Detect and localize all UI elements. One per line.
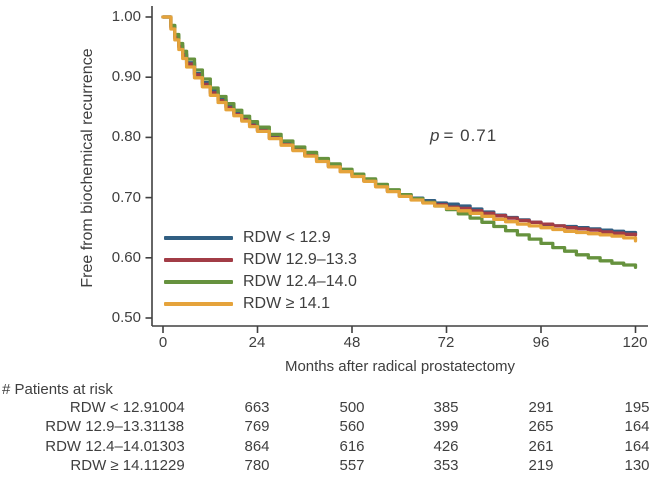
legend-line-swatch [164, 236, 233, 240]
risk-row-label: RDW 12.4–14.0 [45, 438, 152, 455]
risk-count: 265 [528, 418, 554, 435]
km-curve-series-3 [161, 15, 638, 243]
legend-label: RDW 12.4–14.0 [243, 273, 357, 290]
legend-line-swatch [164, 302, 233, 306]
risk-count: 616 [339, 438, 365, 455]
risk-row-label: RDW 12.9–13.3 [45, 418, 152, 435]
risk-count: 399 [433, 418, 459, 435]
table-row: RDW 12.9–13.3 1138 769 560 399 265 164 [0, 418, 660, 437]
risk-count: 164 [624, 418, 650, 435]
risk-count: 864 [244, 438, 270, 455]
risk-row-label: RDW < 12.9 [69, 399, 152, 416]
risk-count: 195 [624, 399, 650, 416]
legend-item: RDW ≥ 14.1 [164, 294, 330, 314]
y-tick-label: 0.50 [111, 309, 141, 326]
risk-count: 780 [244, 457, 270, 474]
p-value-annotation: p = 0.71 [430, 126, 497, 146]
legend-line-swatch [164, 280, 233, 284]
x-tick-label: 48 [343, 334, 361, 351]
legend-label: RDW 12.9–13.3 [243, 251, 357, 268]
risk-count: 560 [339, 418, 365, 435]
risk-count: 130 [624, 457, 650, 474]
table-row: RDW ≥ 14.1 1229 780 557 353 219 130 [0, 457, 660, 476]
x-tick-label: 72 [437, 334, 455, 351]
x-axis-title: Months after radical prostatectomy [284, 358, 516, 375]
risk-count: 1004 [151, 399, 185, 416]
x-tick-label: 24 [248, 334, 266, 351]
legend-item: RDW < 12.9 [164, 228, 331, 248]
risk-count: 1138 [151, 418, 185, 435]
legend-label: RDW ≥ 14.1 [243, 295, 331, 312]
legend-label: RDW < 12.9 [243, 229, 331, 246]
risk-count: 385 [433, 399, 459, 416]
risk-count: 663 [244, 399, 270, 416]
x-tick-label: 120 [622, 334, 648, 351]
risk-count: 1229 [151, 457, 185, 474]
risk-count: 291 [528, 399, 554, 416]
table-row: RDW 12.4–14.0 1303 864 616 426 261 164 [0, 438, 660, 457]
risk-count: 426 [433, 438, 459, 455]
y-tick-label: 0.80 [111, 128, 141, 145]
x-tick-label: 96 [532, 334, 550, 351]
x-tick-label: 0 [158, 334, 168, 351]
risk-count: 353 [433, 457, 459, 474]
legend-line-swatch [164, 258, 233, 262]
legend-item: RDW 12.9–13.3 [164, 250, 357, 270]
y-tick-label: 0.70 [111, 189, 141, 206]
legend-item: RDW 12.4–14.0 [164, 272, 357, 292]
risk-count: 261 [528, 438, 554, 455]
p-symbol: p [430, 126, 441, 145]
risk-count: 219 [528, 457, 554, 474]
risk-count: 1303 [151, 438, 185, 455]
risk-row-label: RDW ≥ 14.1 [70, 457, 152, 474]
table-row: RDW < 12.9 1004 663 500 385 291 195 [0, 399, 660, 418]
y-tick-label: 0.90 [111, 68, 141, 85]
risk-count: 164 [624, 438, 650, 455]
y-tick-label: 0.60 [111, 249, 141, 266]
risk-table-heading: # Patients at risk [2, 381, 113, 398]
axis-spines [151, 6, 648, 327]
p-value-text: = 0.71 [443, 126, 498, 145]
y-tick-label: 1.00 [111, 8, 141, 25]
risk-count: 769 [244, 418, 270, 435]
risk-count: 557 [339, 457, 365, 474]
risk-count: 500 [339, 399, 365, 416]
